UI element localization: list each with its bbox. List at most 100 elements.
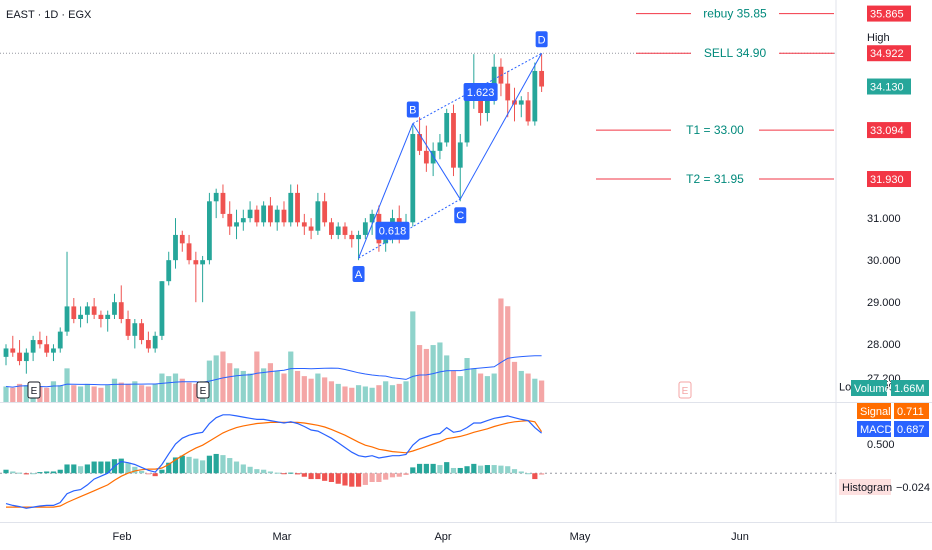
histogram-bar xyxy=(77,466,84,474)
volume-bar xyxy=(233,368,240,402)
histogram-bar xyxy=(396,473,402,477)
volume-bar xyxy=(464,358,470,402)
candle-body xyxy=(342,226,348,235)
volume-bar xyxy=(376,385,382,402)
candle-body xyxy=(200,260,206,265)
volume-bar xyxy=(423,348,429,402)
volume-bar xyxy=(355,385,362,402)
symbol-title[interactable]: EAST · 1D · EGX xyxy=(6,9,92,21)
volume-bar xyxy=(294,370,301,402)
level-label: rebuy 35.85 xyxy=(703,7,767,21)
volume-bar xyxy=(23,385,29,402)
histogram-value: −0.024 xyxy=(896,482,930,494)
volume-bar xyxy=(396,383,402,402)
x-tick-label: Apr xyxy=(434,531,451,543)
price-tag-bg xyxy=(867,78,911,95)
histogram-bar xyxy=(383,473,389,480)
pattern-point-marker xyxy=(454,207,467,224)
price-axis: 35.00031.00030.00029.00028.00027.200High… xyxy=(839,5,930,495)
volume-bar xyxy=(186,382,192,402)
histogram-bar xyxy=(233,461,240,474)
volume-bar xyxy=(50,381,57,402)
candle-body xyxy=(417,134,422,151)
price-tag-bg xyxy=(867,171,911,188)
histogram-bar xyxy=(491,465,497,474)
earnings-marker-label: E xyxy=(31,386,38,397)
pattern-point-label: A xyxy=(355,269,363,281)
volume-bar xyxy=(132,381,138,402)
histogram-bar xyxy=(450,467,457,474)
candle-body xyxy=(213,192,219,202)
candle-body xyxy=(179,234,185,244)
histogram-bar xyxy=(525,473,531,475)
price-tag: 31.930 xyxy=(870,174,904,186)
candle-body xyxy=(64,306,70,332)
pattern-point-label: C xyxy=(456,210,464,222)
volume-value-bg xyxy=(891,380,929,396)
candle-body xyxy=(410,134,416,223)
candle-body xyxy=(234,222,239,227)
volume-bar xyxy=(362,386,368,402)
histogram-bar xyxy=(539,473,545,475)
histogram-bar xyxy=(10,471,16,474)
candle-body xyxy=(308,226,314,231)
histogram-bar xyxy=(288,472,294,474)
x-tick-label: May xyxy=(570,531,591,543)
volume-bar xyxy=(450,370,457,402)
volume-bar xyxy=(193,383,199,402)
earnings-marker xyxy=(196,381,210,399)
candle-body xyxy=(145,340,151,349)
earnings-marker xyxy=(678,381,692,399)
volume-bar xyxy=(457,376,463,402)
macd-line xyxy=(5,414,542,509)
histogram-bar xyxy=(172,457,179,474)
volume-bar xyxy=(3,386,9,402)
volume-bar xyxy=(471,368,477,402)
candle-body xyxy=(10,348,16,353)
volume-bar xyxy=(410,311,416,402)
level-label-bg xyxy=(691,5,779,22)
candle-body xyxy=(301,222,307,227)
candle-body xyxy=(247,209,253,219)
histogram-bar xyxy=(376,473,382,482)
volume-bar xyxy=(416,345,423,402)
volume-bar xyxy=(369,387,375,402)
candle-body xyxy=(37,340,43,345)
volume-bar xyxy=(179,378,185,402)
volume-bar xyxy=(267,363,274,402)
candle-body xyxy=(464,100,470,143)
volume-bar xyxy=(111,378,118,402)
histogram-bar xyxy=(152,473,158,477)
candle-body xyxy=(159,281,165,336)
level-label: T1 = 33.00 xyxy=(686,123,744,137)
candle-body xyxy=(132,323,138,336)
earnings-marker-label: E xyxy=(682,386,689,397)
volume-bar xyxy=(44,387,50,402)
volume-bar xyxy=(444,355,450,402)
level-label: SELL 34.90 xyxy=(704,46,767,60)
volume-bar xyxy=(383,381,389,402)
high-label: High xyxy=(867,32,890,44)
time-axis: Feb Mar Apr May Jun xyxy=(113,531,749,543)
histogram-bar xyxy=(315,473,321,480)
candle-body xyxy=(322,201,328,223)
histogram-bar xyxy=(159,469,165,474)
volume-ma-line xyxy=(5,355,542,388)
histogram-bar xyxy=(355,473,362,487)
histogram-bar xyxy=(50,471,57,474)
histogram-bar xyxy=(200,460,206,474)
volume-bar xyxy=(220,351,226,402)
volume-bar xyxy=(335,383,341,402)
volume-bar xyxy=(478,373,484,402)
volume-bar xyxy=(511,361,518,402)
candle-body xyxy=(3,348,9,357)
earnings-marker xyxy=(27,381,41,399)
volume-bar xyxy=(139,385,145,402)
candle-body xyxy=(268,205,273,223)
price-candles xyxy=(3,54,545,374)
volume-bar xyxy=(491,373,497,402)
candle-body xyxy=(105,314,111,320)
earnings-marker-label: E xyxy=(200,386,207,397)
histogram-bar xyxy=(403,473,409,475)
